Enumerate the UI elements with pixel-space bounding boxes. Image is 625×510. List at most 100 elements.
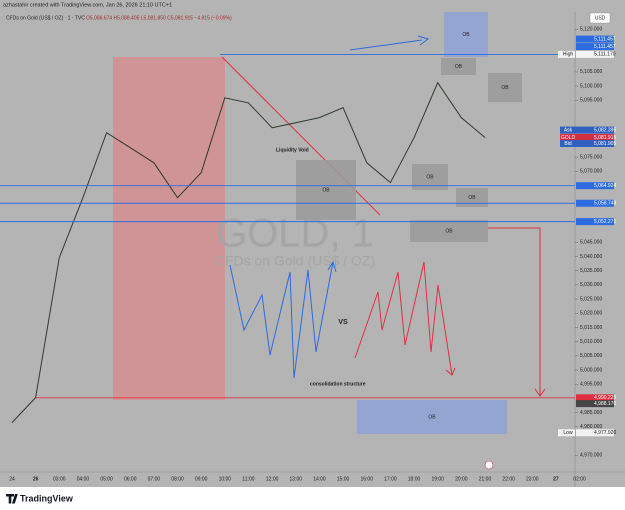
level-label: 5,081.915	[594, 135, 616, 141]
blue-arrow-head	[417, 35, 430, 46]
x-tick-label: 03:00	[53, 476, 66, 482]
level-label-box	[576, 35, 614, 43]
order-block	[488, 73, 522, 102]
x-tick-label: 24	[9, 476, 15, 482]
order-block-label: OB	[445, 228, 453, 234]
y-tick-label: 5,035.000	[580, 268, 602, 274]
brand: TradingView	[6, 493, 74, 504]
currency-box[interactable]	[589, 12, 611, 24]
order-block-label: OB	[462, 32, 470, 38]
level-label: 5,082.395	[594, 127, 616, 133]
level-tag-box	[558, 50, 575, 58]
level-label-box	[576, 429, 614, 437]
level-label-box	[576, 133, 614, 141]
level-label-box	[576, 182, 614, 190]
level-label-box	[576, 43, 614, 51]
x-tick-label: 09:00	[195, 476, 208, 482]
price-line	[11, 81, 486, 423]
x-tick-label: 22:00	[502, 476, 515, 482]
level-label: 5,058.748	[594, 201, 616, 207]
level-label: 5,052.271	[594, 219, 616, 225]
y-tick-label: 5,095.000	[580, 98, 602, 104]
level-label: 4,977.920	[594, 430, 616, 436]
level-label-box	[576, 126, 614, 134]
order-block	[296, 160, 356, 220]
level-tag-box	[558, 429, 575, 437]
level-label-box	[576, 394, 614, 402]
x-tick-label: 23:00	[526, 476, 539, 482]
y-tick-label: 5,040.000	[580, 254, 602, 260]
x-tick-label: 06:00	[124, 476, 137, 482]
y-tick-label: 4,995.000	[580, 382, 602, 388]
y-tick-label: 5,105.000	[580, 69, 602, 75]
level-label: 5,111.457	[594, 44, 616, 50]
y-tick-label: 5,010.000	[580, 339, 602, 345]
red-zone	[113, 57, 225, 400]
ohlc: O5,086.674 H5,088.405 L5,081.850 C5,081.…	[86, 15, 232, 21]
order-block	[444, 12, 488, 57]
level-label-box	[576, 50, 614, 58]
y-tick-label: 5,120.000	[580, 27, 602, 33]
level-label-box	[576, 400, 614, 408]
y-tick-label: 5,025.000	[580, 296, 602, 302]
order-block-label: OB	[468, 195, 476, 201]
order-block-label: OB	[428, 414, 436, 420]
y-tick-label: 4,970.000	[580, 453, 602, 459]
x-tick-label: 08:00	[171, 476, 184, 482]
x-tick-label: 12:00	[266, 476, 279, 482]
level-tag-box	[560, 133, 576, 141]
x-tick-label: 02:00	[573, 476, 586, 482]
level-tag: Bid	[564, 141, 571, 147]
y-tick-label: 5,070.000	[580, 169, 602, 175]
red-zigzag	[354, 261, 453, 376]
consolidation-label: consolidation structure	[310, 381, 366, 387]
y-tick-label: 5,045.000	[580, 240, 602, 246]
y-tick-label: 5,015.000	[580, 325, 602, 331]
level-label: 5,064.924	[594, 183, 616, 189]
y-tick-label: 5,030.000	[580, 282, 602, 288]
order-block	[357, 400, 507, 434]
x-tick-label: 15:00	[337, 476, 350, 482]
x-tick-label: 10:00	[219, 476, 232, 482]
order-block	[441, 58, 476, 75]
y-tick-label: 5,020.000	[580, 311, 602, 317]
order-block	[410, 220, 488, 242]
red-zigzag-head	[445, 367, 456, 376]
x-tick-label: 11:00	[242, 476, 254, 482]
level-label: 4,990.225	[594, 395, 616, 401]
order-block-label: OB	[501, 85, 509, 91]
x-tick-label: 17:00	[384, 476, 397, 482]
x-tick-label: 05:00	[100, 476, 113, 482]
level-label-box	[576, 139, 614, 147]
level-tag: GOLD	[561, 135, 576, 141]
event-icon[interactable]	[484, 460, 494, 470]
level-tag-box	[560, 126, 576, 134]
order-block	[456, 188, 488, 207]
credit: azhastahir created with TradingView.com,…	[3, 2, 172, 8]
y-tick-label: 4,985.000	[580, 410, 602, 416]
vs-label: VS	[338, 319, 348, 326]
order-block-label: OB	[426, 174, 434, 180]
x-tick-label: 18:00	[408, 476, 421, 482]
x-tick-label: 13:00	[290, 476, 303, 482]
blue-zigzag	[229, 261, 334, 379]
symbol: CFDs on Gold (US$ / OZ) · 1 · TVC	[6, 15, 85, 21]
x-tick-label: 20:00	[455, 476, 468, 482]
y-tick-label: 5,100.000	[580, 83, 602, 89]
y-tick-label: 5,005.000	[580, 353, 602, 359]
brand-name: TradingView	[20, 493, 74, 503]
level-tag: Ask	[564, 127, 573, 133]
level-label: 5,081.905	[594, 141, 616, 147]
x-tick-label: 27	[553, 476, 559, 482]
level-label: 5,111.457	[594, 36, 616, 42]
liquidity-void: Liquidity Void	[276, 147, 309, 153]
blue-zigzag-head	[327, 260, 337, 273]
order-block-label: OB	[322, 187, 330, 193]
y-tick-label: 4,980.000	[580, 424, 602, 430]
level-tag: High	[563, 52, 574, 58]
x-tick-label: 14:00	[313, 476, 326, 482]
currency[interactable]: USD	[595, 15, 606, 21]
footer-bar	[0, 487, 625, 510]
y-tick-label: 5,075.000	[580, 154, 602, 160]
x-tick-label: 19:00	[431, 476, 444, 482]
